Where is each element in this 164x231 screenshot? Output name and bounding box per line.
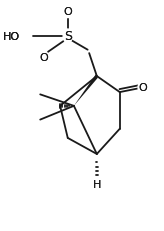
Text: S: S	[64, 30, 72, 43]
Circle shape	[63, 5, 72, 18]
Circle shape	[39, 50, 48, 64]
Text: O: O	[39, 52, 48, 62]
Text: S: S	[64, 30, 72, 43]
Text: H: H	[93, 179, 101, 189]
Text: O: O	[39, 52, 48, 62]
Circle shape	[138, 81, 147, 95]
Text: O: O	[63, 7, 72, 17]
Text: HO: HO	[3, 32, 20, 42]
Text: HO: HO	[3, 32, 20, 42]
Circle shape	[63, 30, 72, 44]
Circle shape	[92, 177, 101, 191]
Circle shape	[16, 27, 29, 46]
Text: HO: HO	[3, 32, 20, 42]
Text: H: H	[93, 179, 101, 189]
Text: O: O	[138, 83, 147, 93]
Text: O: O	[63, 7, 72, 17]
Text: O: O	[138, 83, 147, 93]
Polygon shape	[74, 75, 98, 106]
